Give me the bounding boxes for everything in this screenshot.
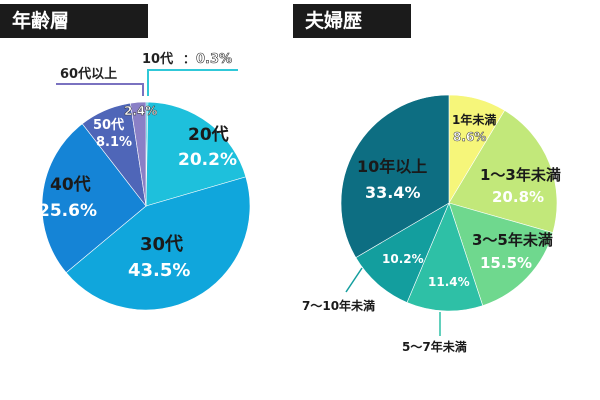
label-10s-name: 10代 [142,51,173,67]
marriage-slice-1 [448,110,558,234]
leader-line-10s [147,69,238,96]
label-3-5y-name: 3～5年未満 [472,231,553,249]
marriage-slice-5 [340,94,450,258]
label-3-5y-value: 15.5% [480,254,532,272]
age-slice-2 [65,176,251,311]
marriage-chart-title: 夫婦歴 [293,4,411,38]
label-60s-value: 2.4% [124,104,157,118]
marriage-slice-2 [448,202,554,306]
label-10s-value: 0.3% [196,52,232,67]
leader-line-7-10y [345,267,363,293]
label-1-3y-value: 20.8% [492,188,544,206]
age-slice-3 [41,123,147,274]
label-10y-value: 33.4% [365,183,421,202]
age-chart-title: 年齢層 [0,4,148,38]
age-slice-5 [130,101,147,207]
label-7-10y-name: 7～10年未満 [302,298,375,313]
label-50s-name: 50代 [93,117,124,133]
label-20s-name: 20代 [188,124,229,145]
label-20s-value: 20.2% [178,150,237,170]
label-60s-name: 60代以上 [60,66,117,82]
label-7-10y-value: 10.2% [382,252,424,266]
label-5-7y-value: 11.4% [428,275,470,289]
age-slice-1 [145,101,247,207]
label-1-3y-name: 1～3年未満 [480,166,561,184]
label-under1y-name: 1年未満 [452,112,496,127]
label-40s-name: 40代 [50,174,91,195]
label-5-7y-name: 5～7年未満 [402,339,467,354]
label-10s-sep: ： [183,52,195,66]
leader-line-60s [56,83,144,96]
label-30s-name: 30代 [140,234,183,255]
label-30s-value: 43.5% [128,260,190,281]
label-40s-value: 25.6% [38,201,97,221]
marriage-slice-4 [355,202,450,303]
label-10y-name: 10年以上 [357,157,427,176]
age-pie [41,101,251,311]
label-50s-value: 8.1% [96,135,132,150]
label-under1y-value: 8.6% [453,130,486,144]
marriage-pie [340,94,558,312]
marriage-slice-3 [406,202,484,312]
